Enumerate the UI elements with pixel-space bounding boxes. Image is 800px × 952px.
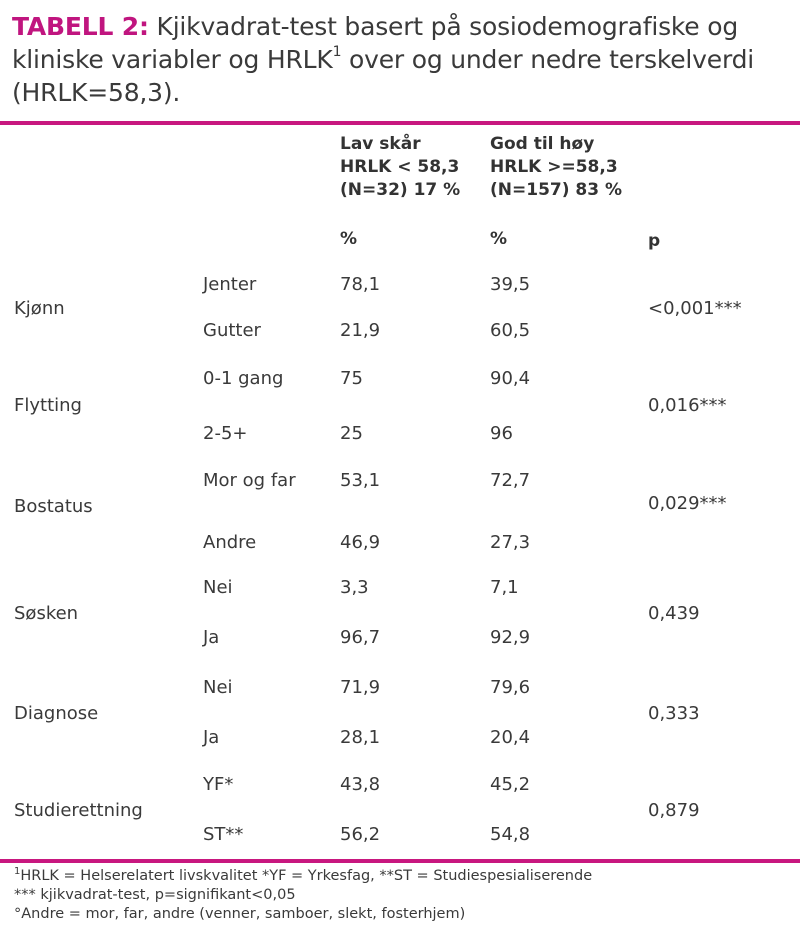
high-score-percent: 39,5 xyxy=(490,274,531,295)
category-label: YF* xyxy=(203,774,234,795)
low-score-percent: 25 xyxy=(340,423,363,444)
low-score-percent: 56,2 xyxy=(340,824,381,845)
high-score-percent: 92,9 xyxy=(490,627,531,648)
bottom-rule xyxy=(0,859,800,863)
p-value: 0,439 xyxy=(648,603,700,624)
footnote-line-1: 1HRLK = Helserelatert livskvalitet *YF =… xyxy=(14,867,794,886)
p-value: 0,029*** xyxy=(648,493,727,514)
p-value: 0,879 xyxy=(648,800,700,821)
footnote-line-2: *** kjikvadrat-test, p=signifikant<0,05 xyxy=(14,887,296,903)
low-score-percent: 75 xyxy=(340,368,363,389)
category-label: Nei xyxy=(203,577,233,598)
unit-low-percent: % xyxy=(340,229,358,249)
caption-text-1: Kjikvadrat-test basert på sosiodemografi… xyxy=(12,12,738,74)
low-score-percent: 53,1 xyxy=(340,470,381,491)
column-header-high-score: God til høy HRLK >=58,3 (N=157) 83 % xyxy=(490,133,622,202)
variable-label: Kjønn xyxy=(14,298,65,319)
table-caption: TABELL 2: Kjikvadrat-test basert på sosi… xyxy=(12,10,792,109)
high-score-percent: 7,1 xyxy=(490,577,519,598)
variable-label: Bostatus xyxy=(14,496,93,517)
low-score-percent: 78,1 xyxy=(340,274,381,295)
footnote-line-1-text: HRLK = Helserelatert livskvalitet *YF = … xyxy=(20,868,593,884)
high-score-percent: 72,7 xyxy=(490,470,531,491)
column-header-low-line-2: HRLK < 58,3 xyxy=(340,157,460,177)
high-score-percent: 90,4 xyxy=(490,368,531,389)
category-label: Jenter xyxy=(203,274,257,295)
column-header-high-line-2: HRLK >=58,3 xyxy=(490,157,618,177)
high-score-percent: 60,5 xyxy=(490,320,531,341)
category-label: Ja xyxy=(203,727,220,748)
category-label: Andre xyxy=(203,532,257,553)
low-score-percent: 21,9 xyxy=(340,320,381,341)
caption-label: TABELL 2: xyxy=(12,12,149,41)
category-label: 2-5+ xyxy=(203,423,248,444)
high-score-percent: 79,6 xyxy=(490,677,531,698)
footnote-line-3: °Andre = mor, far, andre (venner, samboe… xyxy=(14,906,466,922)
category-label: Ja xyxy=(203,627,220,648)
table-footnotes: 1HRLK = Helserelatert livskvalitet *YF =… xyxy=(14,867,794,924)
low-score-percent: 43,8 xyxy=(340,774,381,795)
low-score-percent: 28,1 xyxy=(340,727,381,748)
p-value: 0,333 xyxy=(648,703,700,724)
category-label: Mor og far xyxy=(203,470,296,491)
low-score-percent: 71,9 xyxy=(340,677,381,698)
category-label: Nei xyxy=(203,677,233,698)
high-score-percent: 54,8 xyxy=(490,824,531,845)
high-score-percent: 96 xyxy=(490,423,513,444)
high-score-percent: 45,2 xyxy=(490,774,531,795)
variable-label: Studierettning xyxy=(14,800,143,821)
category-label: 0-1 gang xyxy=(203,368,284,389)
p-value: <0,001*** xyxy=(648,298,742,319)
low-score-percent: 3,3 xyxy=(340,577,369,598)
low-score-percent: 46,9 xyxy=(340,532,381,553)
column-header-high-line-1: God til høy xyxy=(490,134,595,154)
column-header-low-score: Lav skår HRLK < 58,3 (N=32) 17 % xyxy=(340,133,460,202)
high-score-percent: 20,4 xyxy=(490,727,531,748)
column-header-low-line-3: (N=32) 17 % xyxy=(340,180,461,200)
column-header-high-line-3: (N=157) 83 % xyxy=(490,180,623,200)
p-value: 0,016*** xyxy=(648,395,727,416)
p-value-header: p xyxy=(648,231,661,251)
category-label: ST** xyxy=(203,824,244,845)
footnote-mark: 1 xyxy=(14,866,21,877)
low-score-percent: 96,7 xyxy=(340,627,381,648)
variable-label: Diagnose xyxy=(14,703,99,724)
high-score-percent: 27,3 xyxy=(490,532,531,553)
column-header-low-line-1: Lav skår xyxy=(340,134,421,154)
variable-label: Søsken xyxy=(14,603,79,624)
variable-label: Flytting xyxy=(14,395,82,416)
caption-text-2: over og under nedre terskelverdi (HRLK=5… xyxy=(12,45,755,107)
category-label: Gutter xyxy=(203,320,261,341)
unit-high-percent: % xyxy=(490,229,508,249)
top-rule xyxy=(0,121,800,125)
caption-footnote-mark: 1 xyxy=(332,44,342,60)
